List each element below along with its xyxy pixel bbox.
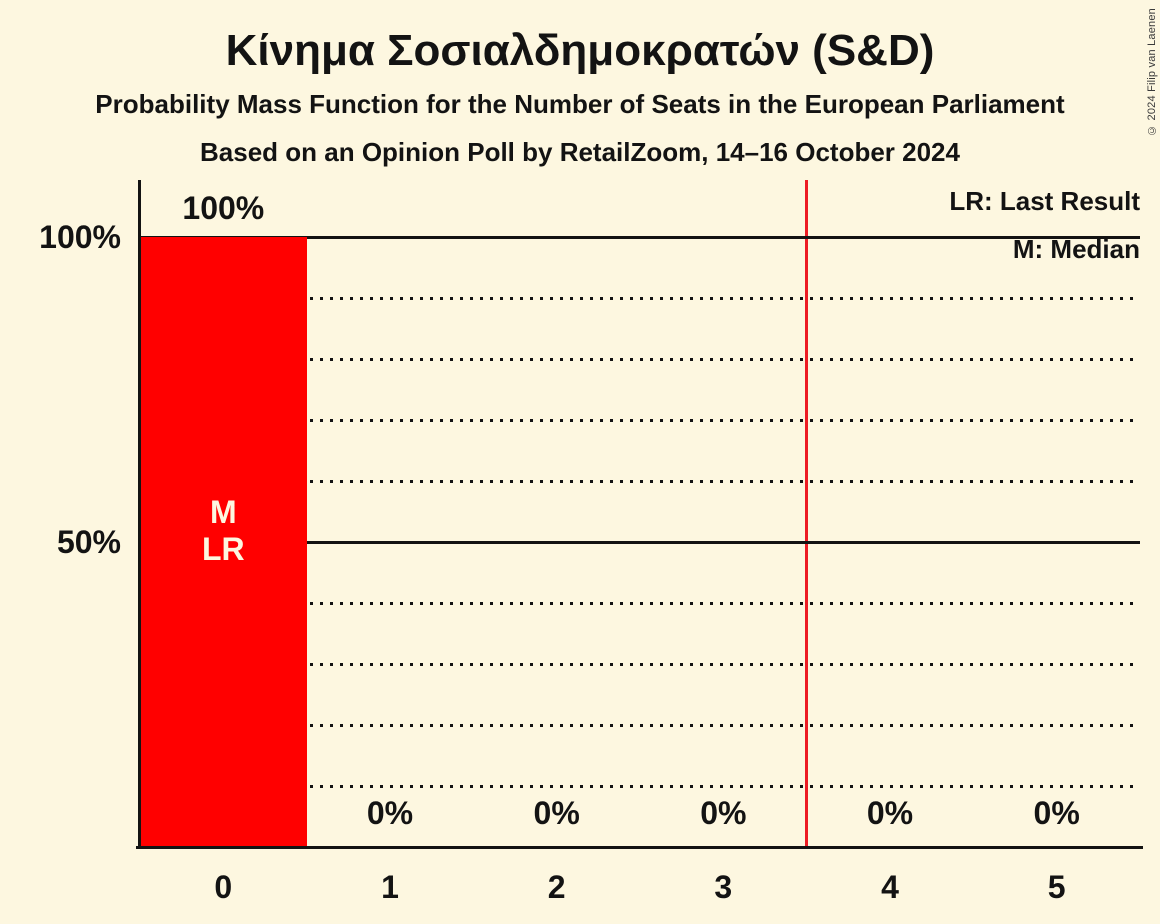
gridline-dotted-90 [140, 296, 1140, 300]
copyright-notice: © 2024 Filip van Laenen [1146, 8, 1158, 136]
y-axis-tick-label-100: 100% [39, 219, 121, 255]
gridline-solid-50 [140, 541, 1140, 544]
red-reference-line [805, 180, 809, 848]
plot-area: M LR 100% 0% 0% 0% 0% 0% [136, 180, 1143, 849]
gridline-dotted-20 [140, 724, 1140, 728]
value-label-seat-0: 100% [182, 190, 265, 226]
x-tick-label-seat-3: 3 [714, 869, 733, 905]
chart-subtitle: Probability Mass Function for the Number… [95, 89, 1065, 119]
legend-last-result: LR: Last Result [949, 186, 1140, 216]
value-label-seat-1: 0% [366, 795, 414, 831]
bar-annotations: M LR [140, 494, 307, 568]
value-label-seat-2: 0% [533, 795, 580, 831]
value-label-seat-4: 0% [866, 795, 914, 831]
gridline-solid-100 [140, 235, 1140, 239]
last-result-marker-label: LR [202, 531, 245, 567]
y-axis-line [138, 180, 141, 848]
chart-source-line: Based on an Opinion Poll by RetailZoom, … [200, 137, 960, 167]
chart-title: Κίνημα Σοσιαλδημοκρατών (S&D) [225, 26, 935, 75]
gridline-dotted-70 [140, 418, 1140, 422]
bar-seat-0 [140, 237, 307, 848]
legend-median: M: Median [1012, 234, 1140, 264]
gridline-dotted-40 [140, 602, 1140, 606]
gridline-dotted-30 [140, 663, 1140, 667]
x-tick-label-seat-2: 2 [547, 869, 566, 905]
y-axis-tick-label-50: 50% [56, 524, 121, 560]
x-tick-label-seat-5: 5 [1047, 869, 1066, 905]
x-tick-label-seat-0: 0 [214, 869, 233, 905]
x-axis-line [136, 846, 1143, 849]
median-marker-label: M [210, 494, 237, 530]
gridline-dotted-60 [140, 479, 1140, 483]
x-axis-tick-labels: 0 1 2 3 4 5 [140, 866, 1140, 910]
value-label-seat-3: 0% [700, 795, 747, 831]
x-tick-label-seat-4: 4 [881, 869, 899, 905]
gridline-dotted-10 [140, 785, 1140, 789]
value-label-seat-5: 0% [1033, 795, 1080, 831]
gridline-dotted-80 [140, 357, 1140, 361]
x-tick-label-seat-1: 1 [381, 869, 399, 905]
